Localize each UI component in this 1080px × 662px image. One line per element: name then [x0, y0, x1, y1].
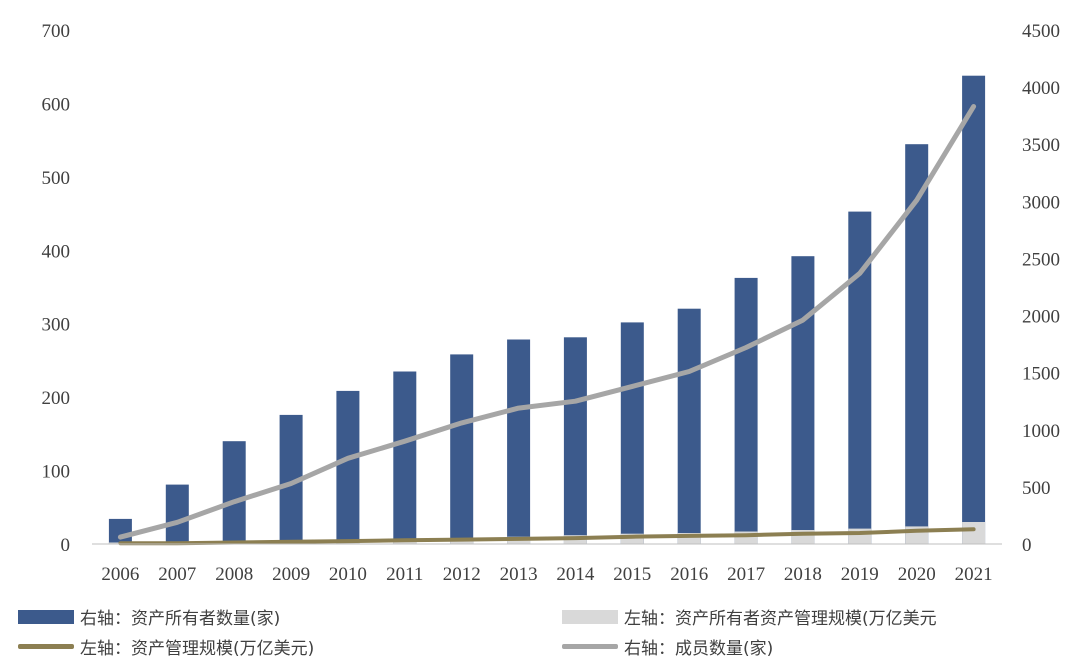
right-tick-label: 3000	[1022, 192, 1060, 213]
legend-swatch-bar	[18, 609, 74, 624]
bar-count-2019	[848, 211, 872, 544]
bar-count-2014	[563, 337, 587, 544]
right-axis-ticks: 0 500 1000 1500 2000 2500 3000 3500 4000 4500	[1022, 21, 1060, 556]
bar-count-2016	[677, 308, 701, 544]
bar-count-2020	[905, 144, 929, 544]
right-tick-label: 4000	[1022, 78, 1060, 99]
legend-item-aum: 左轴：资产管理规模(万亿美元)	[18, 634, 314, 659]
bar-count-2021	[962, 75, 986, 544]
x-tick-label: 2015	[613, 564, 651, 585]
left-tick-label: 200	[42, 388, 71, 409]
chart: 0 100 200 300 400 500 600 700 0 500 1000 1500 2000 2…	[42, 21, 1061, 585]
left-axis-ticks: 0 100 200 300 400 500 600 700	[42, 21, 71, 556]
bar-count-2011	[393, 371, 417, 544]
line-aum	[118, 527, 976, 546]
left-tick-label: 100	[42, 462, 71, 483]
x-tick-label: 2007	[158, 564, 196, 585]
bar-aum-2015	[620, 533, 644, 544]
x-tick-label: 2014	[556, 564, 595, 585]
bar-count-2008	[222, 441, 246, 544]
x-tick-label: 2020	[898, 564, 936, 585]
bar-count-2013	[507, 339, 531, 544]
x-tick-label: 2011	[386, 564, 423, 585]
bar-count-2006	[108, 518, 132, 544]
legend-item-asset-owner-aum: 左轴：资产所有者资产管理规模(万亿美元	[562, 604, 937, 629]
legend: 右轴：资产所有者数量(家) 左轴：资产所有者资产管理规模(万亿美元 左轴：资产管…	[0, 600, 1080, 662]
left-tick-label: 300	[42, 315, 71, 336]
legend-label: 右轴：成员数量(家)	[624, 639, 774, 659]
x-tick-label: 2012	[443, 564, 481, 585]
left-tick-label: 500	[42, 168, 71, 189]
legend-item-asset-owner-count: 右轴：资产所有者数量(家)	[18, 604, 280, 629]
legend-label: 右轴：资产所有者数量(家)	[80, 609, 281, 629]
legend-item-member-count: 右轴：成员数量(家)	[562, 634, 773, 659]
legend-swatch-line	[562, 644, 618, 649]
left-tick-label: 600	[42, 94, 71, 115]
x-tick-label: 2017	[727, 564, 765, 585]
legend-label: 左轴：资产所有者资产管理规模(万亿美元	[624, 609, 937, 629]
right-tick-label: 4500	[1022, 21, 1060, 42]
line-member-count	[117, 104, 977, 540]
bar-count-2009	[279, 414, 303, 544]
right-tick-label: 1000	[1022, 421, 1060, 442]
bar-count-2007	[165, 484, 189, 544]
bar-count-2017	[734, 277, 758, 544]
bars-asset-owner-count	[108, 75, 986, 544]
x-tick-label: 2021	[955, 564, 993, 585]
right-tick-label: 2000	[1022, 307, 1060, 328]
bar-aum-2016	[677, 533, 701, 544]
x-tick-label: 2006	[101, 564, 139, 585]
right-tick-label: 500	[1022, 478, 1051, 499]
bar-count-2012	[450, 354, 474, 544]
x-tick-label: 2019	[841, 564, 879, 585]
legend-swatch-line	[18, 644, 74, 649]
legend-label: 左轴：资产管理规模(万亿美元)	[80, 639, 315, 659]
right-tick-label: 3500	[1022, 135, 1060, 156]
legend-swatch-bar	[562, 609, 618, 624]
left-tick-label: 0	[61, 535, 71, 556]
bar-count-2018	[791, 256, 815, 544]
x-tick-label: 2008	[215, 564, 253, 585]
bar-aum-2021	[962, 522, 986, 544]
x-tick-label: 2016	[670, 564, 708, 585]
right-tick-label: 2500	[1022, 249, 1060, 270]
left-tick-label: 400	[42, 241, 71, 262]
x-tick-label: 2013	[500, 564, 538, 585]
x-axis-ticks: 2006 2007 2008 2009 2010 2011 2012 2013 2014 2015…	[101, 564, 992, 585]
left-tick-label: 700	[42, 21, 71, 42]
x-tick-label: 2009	[272, 564, 310, 585]
line-series	[117, 104, 977, 546]
right-tick-label: 1500	[1022, 364, 1060, 385]
bar-count-2010	[336, 390, 360, 544]
x-tick-label: 2018	[784, 564, 822, 585]
x-tick-label: 2010	[329, 564, 367, 585]
right-tick-label: 0	[1022, 535, 1032, 556]
bar-count-2015	[620, 322, 644, 544]
